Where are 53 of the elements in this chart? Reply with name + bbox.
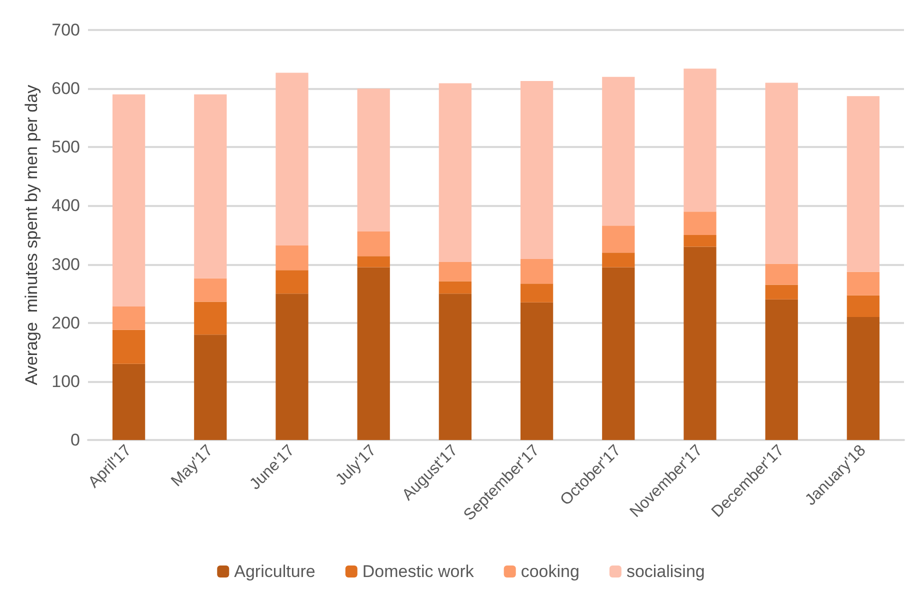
bar [846,272,880,296]
bar [438,262,472,282]
bar [520,259,554,284]
bar [846,317,880,440]
bar [602,252,635,268]
bar [520,284,554,302]
bar [438,294,472,440]
legend-label: Agriculture [234,562,316,581]
bar [602,76,635,226]
bar [276,246,308,270]
bar [276,294,308,440]
bar [438,83,472,262]
bar [276,72,308,246]
bar [194,278,227,302]
bar [602,226,635,253]
legend-label: Domestic work [362,562,474,581]
y-axis-title: Average minutes spent by men per day [22,84,41,386]
bar [357,256,390,268]
bar [602,267,635,440]
bar [846,295,880,317]
bar [520,302,554,440]
y-tick-label: 300 [52,254,80,274]
bar [194,334,227,440]
bar [765,264,798,285]
bar [765,299,798,440]
y-tick-label: 200 [52,313,80,332]
bar [520,80,554,260]
bar [684,212,716,235]
bar [357,231,390,256]
y-tick-label: 400 [52,196,80,216]
y-tick-label: 100 [52,372,80,391]
bar [357,267,390,440]
bar [112,330,146,364]
bar [194,94,227,278]
bar [684,246,716,440]
bar [357,88,390,232]
y-tick-label: 0 [70,430,80,450]
bar [112,94,146,306]
bar [684,68,716,212]
bar [765,284,798,300]
y-tick-label: 700 [52,20,80,40]
legend-label: cooking [520,562,580,581]
bar [276,270,308,294]
legend-label: socialising [626,562,705,581]
bar [846,96,880,272]
y-tick-label: 500 [52,138,80,157]
bar [112,364,146,440]
bar [194,302,227,335]
bar [684,235,716,247]
bar [112,306,146,330]
bar [438,281,472,294]
bar [765,82,798,264]
y-tick-label: 600 [52,79,80,98]
